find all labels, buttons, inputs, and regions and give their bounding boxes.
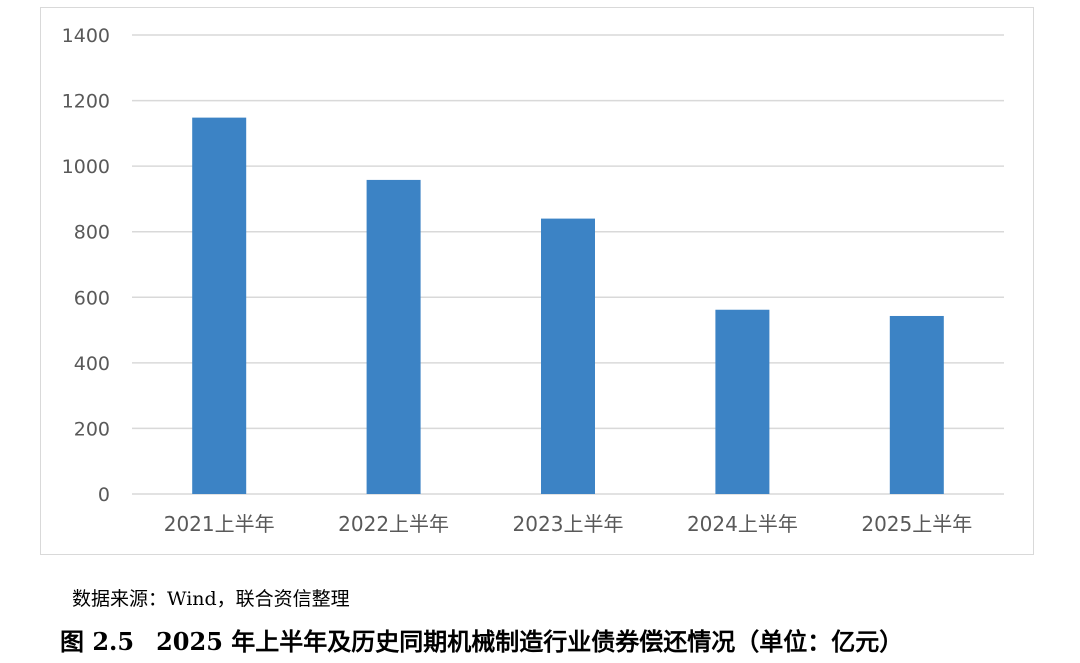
x-tick-label: 2025上半年 [861,512,972,536]
y-tick-label: 400 [74,353,110,375]
figure-caption: 图 2.5 2025 年上半年及历史同期机械制造行业债券偿还情况（单位：亿元） [60,622,903,657]
figure-title: 2025 年上半年及历史同期机械制造行业债券偿还情况（单位：亿元） [156,627,904,656]
y-tick-label: 0 [98,484,110,506]
y-tick-label: 1000 [62,156,110,178]
bar-chart: 0 200 400 600 800 1000 1200 1400 2021上半年 2022上半年… [62,25,1004,536]
y-tick-label: 200 [74,418,110,440]
bars [192,117,944,495]
x-tick-label: 2021上半年 [164,512,275,536]
bar [889,315,944,494]
bar [366,179,421,495]
x-tick-label: 2024上半年 [687,512,798,536]
x-tick-label: 2023上半年 [513,512,624,536]
figure-label: 图 2.5 [60,627,135,656]
bar [541,218,595,494]
source-note: 数据来源：Wind，联合资信整理 [72,588,350,610]
y-tick-label: 600 [74,287,110,309]
y-axis-ticks: 0 200 400 600 800 1000 1200 1400 [62,25,110,506]
y-tick-label: 1200 [62,91,110,113]
bar [192,117,247,495]
bar [715,309,770,494]
x-axis-ticks: 2021上半年 2022上半年 2023上半年 2024上半年 2025上半年 [164,512,973,536]
x-tick-label: 2022上半年 [338,512,449,536]
y-tick-label: 800 [74,222,110,244]
y-tick-label: 1400 [62,25,110,47]
